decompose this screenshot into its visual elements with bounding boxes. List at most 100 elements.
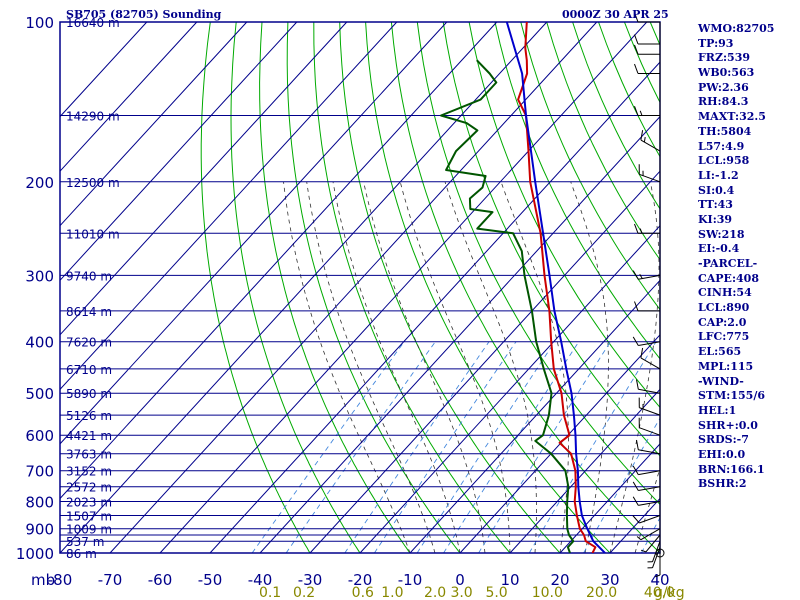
isotherm-line xyxy=(359,225,661,554)
stability-index: RH:84.3 xyxy=(698,95,749,109)
wind-barb xyxy=(638,164,661,183)
mixing-ratio-line xyxy=(344,341,490,553)
pressure-tick-label: 400 xyxy=(25,334,54,352)
mixing-ratio-label: 20.0 xyxy=(586,585,617,600)
wind-barb xyxy=(634,223,660,234)
wind-barb xyxy=(632,270,661,280)
wind-barb xyxy=(638,397,661,416)
calm-circle xyxy=(655,548,665,558)
height-label: 1009 m xyxy=(66,523,112,537)
pressure-tick-label: 900 xyxy=(25,521,54,539)
stability-index: EHI:0.0 xyxy=(698,447,746,461)
temperature-tick-label: -50 xyxy=(198,571,223,589)
wind-barb xyxy=(647,547,661,569)
stability-index: TT:43 xyxy=(698,198,733,212)
mixing-ratio-label: 10.0 xyxy=(532,585,563,600)
mixing-ratio-unit-label: g/kg xyxy=(654,585,685,600)
wind-barb xyxy=(638,417,661,436)
isotherm-line xyxy=(559,443,661,554)
wind-barb xyxy=(634,106,660,116)
isotherm-line xyxy=(59,21,248,227)
wind-barb xyxy=(634,12,660,23)
wind-barb xyxy=(632,515,661,524)
isotherm-line xyxy=(59,21,148,117)
stability-index: PW:2.36 xyxy=(698,80,749,94)
pressure-tick-label: 200 xyxy=(25,174,54,192)
mixing-ratio-label: 0.1 xyxy=(259,585,281,600)
mixing-ratio-label: 3.0 xyxy=(450,585,472,600)
wind-barb xyxy=(640,130,661,152)
stability-index: L57:4.9 xyxy=(698,139,745,153)
height-label: 3763 m xyxy=(66,448,112,462)
pressure-tick-label: 700 xyxy=(25,463,54,481)
dry-adiabat-line xyxy=(200,22,311,553)
moist-adiabat-line xyxy=(500,181,569,553)
stability-index: SRDS:-7 xyxy=(698,433,749,447)
height-label: 4421 m xyxy=(66,429,112,443)
stability-index: -WIND- xyxy=(698,374,744,388)
stability-index: LI:-1.2 xyxy=(698,168,739,182)
height-label: 2572 m xyxy=(66,481,112,495)
mixing-ratio-line xyxy=(416,341,556,553)
height-label: 1507 m xyxy=(66,510,112,524)
pressure-tick-label: 300 xyxy=(25,267,54,285)
isobar-isotherm-grid xyxy=(59,21,661,554)
temperature-tick-label: -70 xyxy=(98,571,123,589)
isotherm-line xyxy=(59,21,548,554)
mixing-ratio-line xyxy=(374,341,517,553)
stability-index: WMO:82705 xyxy=(698,22,775,35)
isotherm-line xyxy=(509,389,661,554)
wind-barb xyxy=(636,379,661,394)
stability-index: EL:565 xyxy=(698,345,742,359)
temperature-tick-label: -80 xyxy=(48,571,73,589)
stability-index: LFC:775 xyxy=(698,330,750,344)
stability-index: EI:-0.4 xyxy=(698,242,740,256)
height-label: 537 m xyxy=(66,535,104,549)
plot-frame xyxy=(59,21,661,554)
height-label: 7620 m xyxy=(66,336,112,350)
temperature-tick-label: 10 xyxy=(500,571,519,589)
height-label: 9740 m xyxy=(66,269,112,283)
pressure-tick-label: 100 xyxy=(25,14,54,32)
sounding-traces xyxy=(440,22,606,553)
stability-index: CAP:2.0 xyxy=(698,315,747,329)
mixing-ratio-line xyxy=(528,341,657,553)
dry-adiabat-line xyxy=(230,22,361,553)
stability-index: STM:155/6 xyxy=(698,389,765,403)
moist-adiabat-line xyxy=(444,181,537,553)
height-label: 6710 m xyxy=(66,363,112,377)
dry-adiabat-line xyxy=(313,22,511,553)
stability-index: BRN:166.1 xyxy=(698,462,765,476)
wind-barb xyxy=(636,528,661,541)
mixing-ratio-label: 5.0 xyxy=(485,585,507,600)
wind-barb xyxy=(632,465,661,476)
stability-index: LCL:958 xyxy=(698,154,750,168)
stability-index: CINH:54 xyxy=(698,286,752,300)
stability-index: WB0:563 xyxy=(698,66,755,80)
height-label: 5890 m xyxy=(66,387,112,401)
stability-index: TP:93 xyxy=(698,36,734,50)
isotherm-line xyxy=(59,21,348,336)
height-label: 2023 m xyxy=(66,496,112,510)
wind-barb xyxy=(632,496,661,506)
height-label: 16640 m xyxy=(66,16,120,30)
wind-barb xyxy=(632,481,661,491)
isotherm-line xyxy=(59,21,498,499)
isotherm-line xyxy=(59,21,398,390)
temperature-tick-label: 0 xyxy=(455,571,465,589)
temperature-tick-label: -20 xyxy=(348,571,373,589)
height-label: 14290 m xyxy=(66,110,120,124)
stability-index: KI:39 xyxy=(698,212,733,226)
moist-adiabat-line xyxy=(332,181,461,553)
isotherm-line xyxy=(109,21,598,554)
station-title: SB705 (82705) Sounding xyxy=(66,8,222,21)
temperature-tick-label: 30 xyxy=(600,571,619,589)
stability-indices-panel: WMO:82705 TP:93 FRZ:539 WB0:563 PW:2.36 RH:84… xyxy=(698,22,800,492)
mixing-ratio-label: 2.0 xyxy=(424,585,446,600)
temperature-tick-label: 20 xyxy=(550,571,569,589)
wind-barb xyxy=(634,44,660,55)
stability-index: SHR+:0.0 xyxy=(698,418,758,432)
moist-adiabat-line xyxy=(634,466,660,553)
temperature-tick-label: -10 xyxy=(398,571,423,589)
